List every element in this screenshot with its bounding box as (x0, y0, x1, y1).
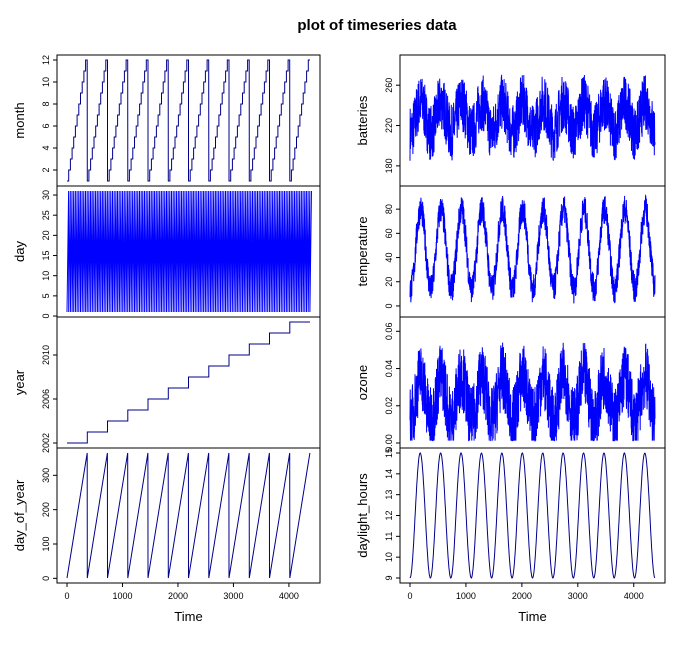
y-tick-label: 0.02 (384, 397, 394, 415)
x-axis-label: Time (174, 609, 202, 624)
y-tick-label: 0 (384, 303, 394, 308)
panel-year: 2002 2006 2010 year (12, 316, 321, 453)
y-tick-label: 12 (384, 510, 394, 520)
y-axis-label: day_of_year (12, 479, 27, 551)
y-tick-label: 0.04 (384, 360, 394, 378)
y-tick-label: 60 (384, 228, 394, 238)
series-line-month (67, 59, 310, 182)
y-tick-label: 30 (41, 190, 51, 200)
y-tick-label: 25 (41, 210, 51, 220)
y-axis-label: year (12, 369, 27, 395)
y-axis-label: daylight_hours (355, 473, 370, 558)
panel-month: 2 4 6 8 10 12 month (12, 54, 321, 187)
series-line-day (66, 190, 312, 313)
y-axis-label: batteries (355, 95, 370, 145)
y-tick-label: 4 (41, 145, 51, 150)
y-tick-label: 180 (384, 158, 394, 173)
y-tick-label: 0.06 (384, 323, 394, 341)
y-tick-label: 40 (384, 253, 394, 263)
y-tick-label: 2 (41, 167, 51, 172)
figure-title: plot of timeseries data (297, 17, 457, 34)
x-axis-label: Time (518, 609, 546, 624)
panel-daylight-hours: 9 10 11 12 13 14 15 daylight_hours 0 1000 2000 3000… (355, 447, 666, 624)
y-tick-label: 11 (384, 532, 394, 541)
x-tick-label: 2000 (168, 591, 188, 601)
series-line-batteries (409, 74, 656, 161)
y-axis-label: ozone (355, 365, 370, 400)
y-tick-label: 2010 (41, 345, 51, 365)
y-tick-label: 300 (41, 468, 51, 483)
panel-day-of-year: 0 100 200 300 day_of_year 0 1000 2000 3000 4000 Ti… (12, 447, 321, 624)
x-tick-label: 1000 (456, 591, 476, 601)
y-tick-label: 2006 (41, 389, 51, 409)
x-tick-label: 1000 (112, 591, 132, 601)
panel-frame (56, 447, 321, 584)
panel-day: 0 5 10 15 20 25 30 day (12, 185, 321, 319)
y-tick-label: 80 (384, 204, 394, 214)
y-tick-label: 13 (384, 490, 394, 500)
series-line-daylight-hours (409, 452, 656, 579)
y-tick-label: 10 (41, 271, 51, 281)
series-line-temperature (409, 194, 656, 304)
y-tick-label: 15 (384, 448, 394, 458)
y-axis-label: month (12, 102, 27, 138)
panel-temperature: 0 20 40 60 80 temperature (355, 185, 666, 318)
x-tick-label: 4000 (279, 591, 299, 601)
y-tick-label: 5 (41, 293, 51, 298)
y-tick-label: 15 (41, 251, 51, 261)
y-axis-label: day (12, 241, 27, 262)
y-tick-label: 260 (384, 78, 394, 93)
y-tick-label: 12 (41, 55, 51, 65)
panel-ozone: 0.00 0.02 0.04 0.06 ozone (355, 316, 666, 452)
y-tick-label: 10 (384, 552, 394, 562)
y-tick-label: 20 (41, 230, 51, 240)
y-tick-label: 6 (41, 123, 51, 128)
y-tick-label: 9 (384, 575, 394, 580)
y-tick-label: 0 (41, 314, 51, 319)
series-line-year (67, 321, 310, 444)
y-tick-label: 20 (384, 277, 394, 287)
y-tick-label: 200 (41, 502, 51, 517)
series-line-day-of-year (66, 452, 311, 579)
x-tick-label: 2000 (512, 591, 532, 601)
y-tick-label: 100 (41, 536, 51, 551)
panel-frame (399, 447, 666, 584)
series-line-ozone (409, 342, 656, 443)
x-tick-label: 0 (64, 591, 69, 601)
y-tick-label: 0 (41, 576, 51, 581)
y-tick-label: 0.00 (384, 434, 394, 452)
y-tick-label: 10 (41, 77, 51, 87)
panel-batteries: 180 220 260 batteries (355, 54, 666, 187)
y-tick-label: 8 (41, 101, 51, 106)
x-tick-label: 4000 (624, 591, 644, 601)
x-tick-label: 3000 (568, 591, 588, 601)
y-tick-label: 2002 (41, 433, 51, 453)
x-tick-label: 3000 (223, 591, 243, 601)
y-tick-label: 14 (384, 469, 394, 479)
y-axis-label: temperature (355, 216, 370, 286)
x-tick-label: 0 (407, 591, 412, 601)
y-tick-label: 220 (384, 118, 394, 133)
